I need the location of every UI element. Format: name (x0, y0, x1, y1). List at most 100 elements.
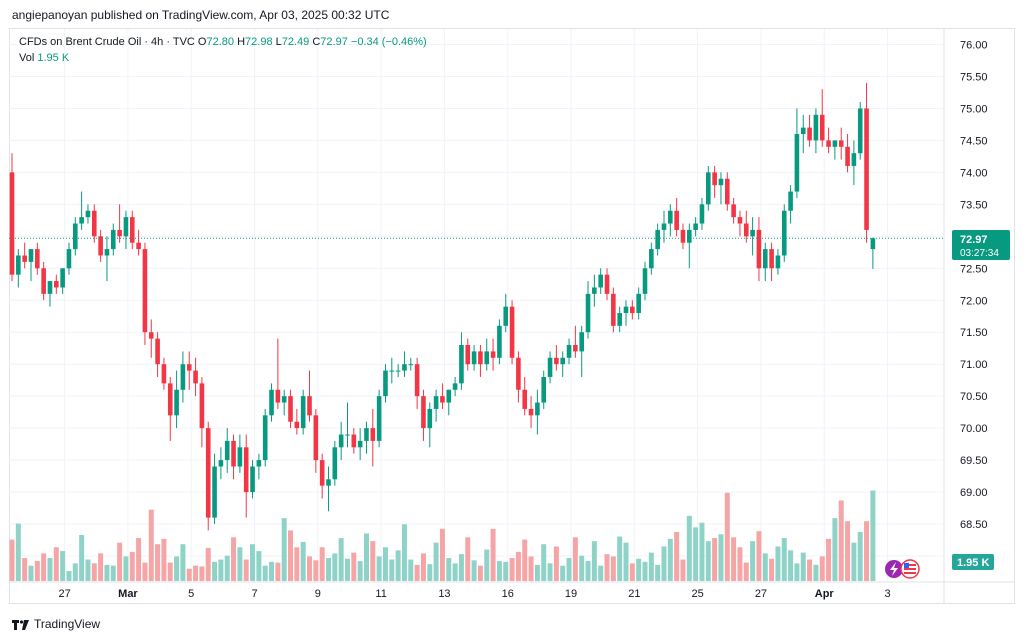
volume-bar (319, 547, 325, 581)
volume-bar (186, 568, 192, 581)
volume-bar (72, 563, 78, 581)
volume-bar (712, 538, 718, 581)
candle-body (262, 415, 268, 461)
volume-bar (807, 559, 813, 581)
footer-brand[interactable]: TradingView (12, 617, 100, 631)
price-tick-label: 70.50 (960, 391, 988, 403)
price-badge-price: 72.97 (960, 234, 988, 246)
candle-body (186, 364, 192, 371)
candle-body (826, 140, 831, 147)
volume-bar (60, 551, 66, 581)
candle-body (864, 108, 869, 230)
candle-body (28, 249, 34, 262)
volume-bar (47, 558, 53, 581)
volume-bar (509, 558, 515, 581)
candle-body (535, 402, 540, 416)
candle (262, 408, 268, 467)
candle-body (630, 306, 635, 314)
candle-body (307, 396, 312, 416)
candle (712, 165, 717, 198)
legend-close-label: C (312, 36, 321, 48)
candle (617, 306, 622, 333)
candle-body (693, 223, 698, 230)
candle (851, 140, 857, 186)
volume-bar (680, 559, 686, 581)
candle-body (91, 210, 97, 237)
price-tick-label: 68.50 (960, 519, 988, 531)
us-flag-icon[interactable] (900, 559, 920, 579)
volume-bar (389, 559, 395, 581)
candle-body (110, 229, 116, 250)
candle-body (9, 172, 15, 275)
legend-symbol[interactable]: CFDs on Brent Crude Oil · 4h · TVC (19, 36, 195, 48)
candle (655, 223, 660, 256)
volume-bar (585, 561, 591, 581)
candle (193, 357, 198, 397)
candle (117, 204, 122, 243)
candle (832, 140, 838, 160)
volume-bar (439, 528, 445, 581)
time-tick-label: 3 (884, 588, 890, 600)
legend-low-value: 72.49 (281, 36, 310, 48)
volume-bar (838, 500, 844, 581)
candle (218, 447, 224, 480)
volume-bar (104, 564, 110, 581)
lightning-icon[interactable] (885, 560, 903, 578)
candle (332, 440, 338, 486)
time-tick-label: 27 (59, 588, 71, 600)
volume-bar (800, 552, 806, 581)
candle-body (174, 389, 179, 416)
price-badge-bg (952, 230, 1010, 260)
volume-bar (205, 548, 211, 581)
candle-body (478, 351, 483, 365)
volume-bar (351, 552, 357, 581)
candle (73, 217, 78, 256)
candle (642, 261, 648, 301)
candle (294, 408, 300, 435)
volume-bar (522, 539, 528, 581)
candle-body (129, 217, 135, 243)
volume-bar (427, 564, 433, 581)
volume-bar (433, 542, 439, 581)
volume-bar (572, 537, 578, 581)
volume-bar (503, 561, 509, 581)
volume-bar (408, 559, 414, 581)
price-tick-label: 74.50 (960, 135, 988, 147)
candlesticks (9, 82, 876, 531)
candle-body (60, 268, 65, 288)
candle (680, 223, 686, 250)
legend-volume-value: 1.95 K (37, 52, 70, 64)
candle-body (205, 428, 211, 518)
candle-body (743, 223, 749, 237)
candle-body (389, 370, 395, 372)
volume-bar (845, 521, 851, 581)
volume-bar (579, 555, 585, 581)
candle (573, 325, 578, 358)
candle (421, 389, 426, 441)
candle-body (395, 370, 401, 372)
time-tick-label: 13 (438, 588, 450, 600)
volume-bar (737, 547, 743, 581)
candle (781, 204, 787, 262)
candle (838, 127, 844, 160)
candle-body (117, 229, 122, 237)
volume-bar (756, 531, 762, 581)
candle (718, 172, 724, 205)
candle (769, 242, 774, 282)
volume-bar (300, 541, 306, 581)
candle (724, 172, 730, 211)
legend-ohlc-row: CFDs on Brent Crude Oil · 4h · TVC O72.8… (19, 34, 427, 50)
candle-body (807, 127, 812, 141)
volume-bar (382, 547, 388, 581)
candle-body (762, 249, 768, 269)
candle (794, 108, 800, 198)
candle-body (294, 421, 300, 429)
candle (857, 102, 863, 160)
candle-body (243, 447, 249, 493)
candle (326, 466, 331, 512)
legend-volume-label[interactable]: Vol (19, 52, 35, 64)
candle (750, 217, 755, 256)
candle-body (788, 191, 793, 211)
